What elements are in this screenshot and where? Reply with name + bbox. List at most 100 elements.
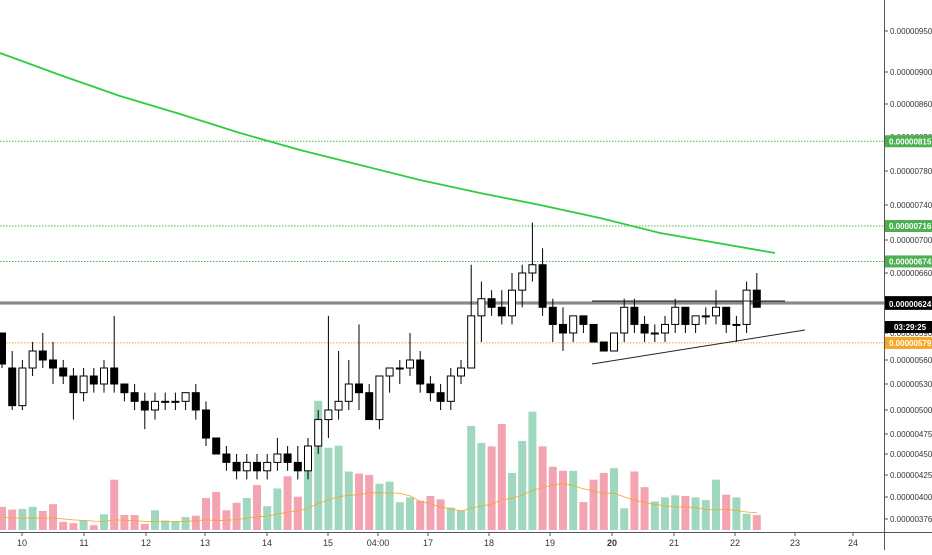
candle-body [324, 409, 333, 421]
price-level-tag [885, 297, 932, 310]
volume-bar [28, 506, 37, 530]
candle-body [273, 453, 282, 463]
candle-body [304, 445, 312, 472]
candle-body [610, 332, 618, 352]
candle-body [191, 392, 200, 411]
candle-body [293, 461, 302, 472]
volume-bar [344, 471, 353, 530]
candle-body [28, 350, 37, 369]
candle-body [742, 289, 751, 325]
y-tick-label: 0.00000950 [890, 27, 932, 36]
candle-body [365, 392, 374, 421]
candle-body [487, 298, 496, 308]
y-tick-label: 0.00000376 [890, 515, 932, 524]
volume-bar [293, 496, 302, 530]
volume-bar [181, 517, 190, 530]
candle-body [89, 375, 98, 385]
volume-bar [559, 470, 567, 530]
volume-bar [89, 525, 98, 530]
candle-body [334, 400, 343, 411]
volume-bar [395, 502, 404, 530]
y-tick-label: 0.00000500 [890, 406, 932, 415]
y-tick-label: 0.00000900 [890, 68, 932, 77]
candle-body [79, 375, 88, 394]
volume-bar [701, 500, 710, 530]
candle-body [151, 400, 159, 411]
x-tick-label: 04:00 [367, 538, 390, 548]
candle-body [569, 315, 578, 334]
volume-bar [610, 468, 618, 530]
x-tick-label: 22 [730, 538, 740, 548]
candle-body [691, 315, 700, 325]
candle-body [395, 367, 404, 370]
candle-body [18, 367, 27, 407]
price-level-label: 0.00000674 [889, 257, 932, 266]
volume-bar [528, 411, 537, 530]
volume-bar [161, 520, 170, 530]
candle-body [355, 383, 363, 394]
support-trendline [591, 329, 806, 365]
countdown-tag [885, 321, 932, 333]
volume-bar [732, 497, 741, 530]
x-tick-label: 18 [484, 538, 494, 548]
volume-bar [0, 506, 6, 530]
candle-body [661, 323, 669, 334]
candle-body [497, 306, 506, 317]
x-tick-label: 23 [790, 538, 800, 548]
candle-body [120, 383, 129, 394]
volume-bar [304, 450, 312, 530]
candle-body [508, 289, 516, 317]
x-tick-label: 14 [262, 538, 272, 548]
y-tick-label: 0.00000590 [890, 329, 932, 338]
volume-bar [518, 440, 527, 530]
candle-body [559, 323, 567, 334]
volume-bar [212, 491, 221, 530]
volume-bar [375, 483, 384, 530]
y-tick-label: 0.00000700 [890, 236, 932, 245]
candle-body [416, 359, 425, 385]
volume-bar [457, 510, 465, 530]
candle-body [722, 306, 731, 325]
candle-body [732, 323, 741, 326]
volume-bar [79, 520, 88, 530]
volume-bar [324, 447, 333, 530]
volume-bar [406, 497, 414, 530]
y-tick-label: 0.00000400 [890, 493, 932, 502]
volume-bar [110, 479, 119, 530]
candle-body [222, 453, 231, 463]
y-tick-label: 0.00000780 [890, 167, 932, 176]
trendlines [591, 300, 806, 365]
candle-body [436, 392, 445, 402]
candle-body [140, 400, 149, 411]
candle-body [406, 359, 414, 369]
horizontal-levels [0, 140, 884, 344]
volume-bar [385, 481, 394, 530]
candle-body [110, 367, 119, 385]
x-tick-label: 13 [200, 538, 210, 548]
candle-body [232, 461, 241, 472]
candle-body [467, 315, 476, 369]
price-level-tag [885, 255, 932, 268]
candle-body [212, 437, 221, 455]
volume-bar [752, 515, 761, 530]
y-tick-label: 0.00000450 [890, 450, 932, 459]
candle-body [538, 264, 547, 308]
price-level-tag [885, 220, 932, 232]
candle-body [650, 332, 659, 335]
x-tick-label: 12 [141, 538, 151, 548]
volume-bar [202, 498, 210, 530]
volume-bar [365, 474, 374, 530]
candle-body [671, 306, 680, 325]
candle-body [426, 383, 435, 394]
candle-body [69, 375, 78, 394]
candle-body [385, 367, 394, 377]
price-level-label: 0.00000716 [889, 222, 932, 231]
x-tick-label: 10 [17, 538, 27, 548]
price-level-tag [885, 135, 932, 148]
volume-bar [355, 473, 363, 530]
volume-bar [620, 508, 629, 530]
candle-body [171, 400, 180, 403]
